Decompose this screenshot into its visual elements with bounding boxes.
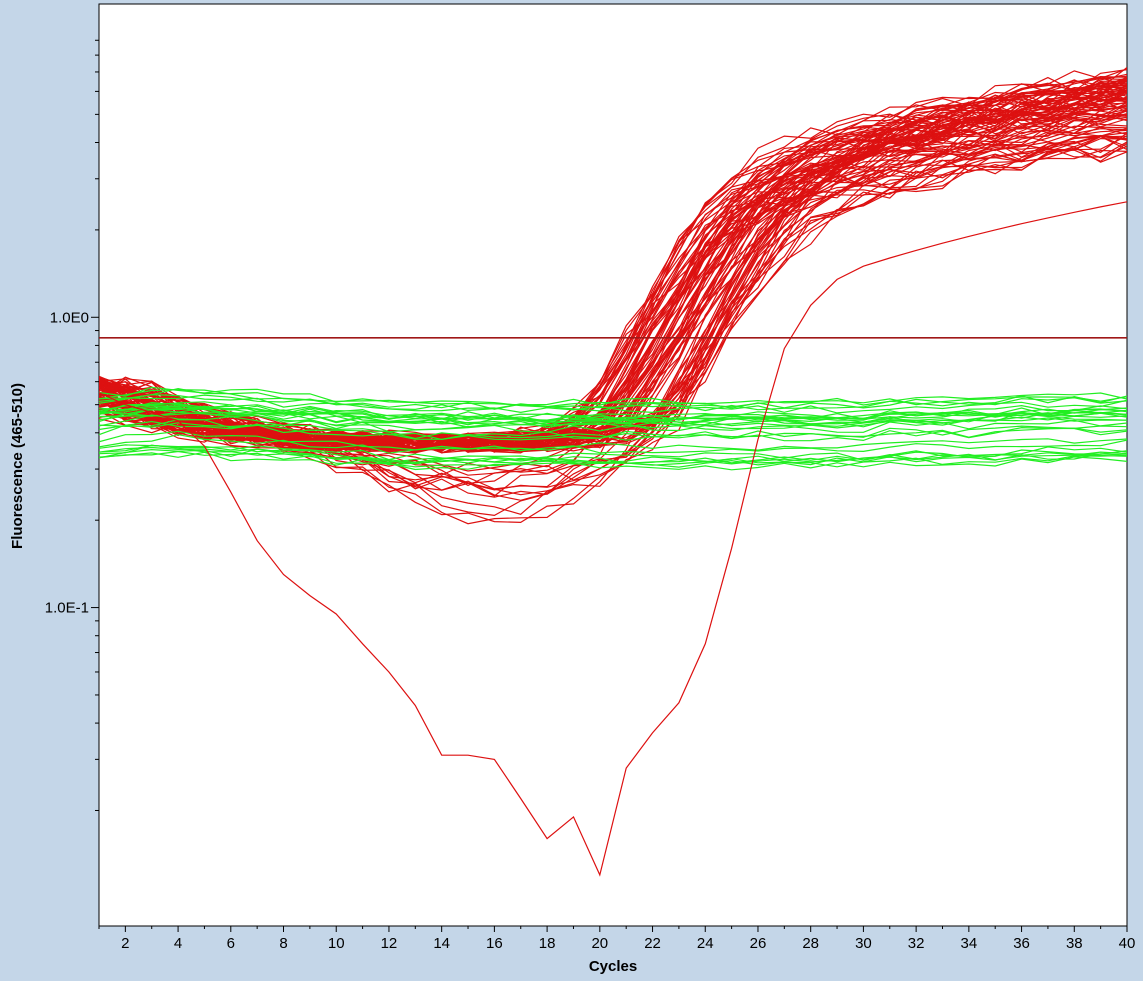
x-tick-label: 28 xyxy=(802,935,819,952)
x-tick-label: 40 xyxy=(1119,935,1136,952)
x-tick-label: 20 xyxy=(591,935,608,952)
negative-curve xyxy=(99,420,1127,441)
x-tick-label: 26 xyxy=(750,935,767,952)
x-axis-title: Cycles xyxy=(589,958,637,975)
negative-curve xyxy=(99,393,1127,414)
x-tick-label: 34 xyxy=(961,935,978,952)
negative-curve xyxy=(99,422,1127,442)
negative-curve xyxy=(99,389,1127,410)
x-tick-label: 32 xyxy=(908,935,925,952)
negative-curve xyxy=(99,433,1127,454)
negative-curve xyxy=(99,394,1127,412)
x-tick-label: 38 xyxy=(1066,935,1083,952)
amplified-curve xyxy=(99,96,1127,490)
amplified-curve xyxy=(99,101,1127,472)
late-dip-curve xyxy=(99,201,1127,877)
x-tick-label: 12 xyxy=(381,935,398,952)
amplified-curve xyxy=(99,109,1127,453)
negative-curve xyxy=(99,414,1127,433)
x-tick-label: 4 xyxy=(174,935,182,952)
negative-curve xyxy=(99,407,1127,427)
amplified-curve xyxy=(99,97,1127,450)
x-tick-label: 36 xyxy=(1013,935,1030,952)
amplified-curve xyxy=(99,78,1127,451)
negative-curve xyxy=(99,405,1127,424)
negative-curve xyxy=(99,451,1127,471)
amplified-curve xyxy=(99,142,1127,452)
x-tick-label: 22 xyxy=(644,935,661,952)
negative-curve xyxy=(99,448,1127,466)
x-tick-label: 16 xyxy=(486,935,503,952)
x-tick-label: 14 xyxy=(433,935,450,952)
negative-curve xyxy=(99,404,1127,423)
x-tick-label: 30 xyxy=(855,935,872,952)
y-axis-title: Fluorescence (465-510) xyxy=(9,383,26,549)
negative-curve xyxy=(99,386,1127,406)
amplified-curve xyxy=(99,79,1127,448)
x-tick-label: 24 xyxy=(697,935,714,952)
x-tick-label: 2 xyxy=(121,935,129,952)
negative-curve xyxy=(99,419,1127,440)
x-tick-label: 18 xyxy=(539,935,556,952)
negative-curve xyxy=(99,450,1127,468)
x-tick-label: 8 xyxy=(279,935,287,952)
x-tick-label: 10 xyxy=(328,935,345,952)
negative-curve xyxy=(99,411,1127,429)
y-tick-label: 1.0E0 xyxy=(50,309,89,326)
x-tick-label: 6 xyxy=(227,935,235,952)
negative-curve xyxy=(99,430,1127,451)
y-tick-label: 1.0E-1 xyxy=(45,600,89,617)
negative-curve xyxy=(99,444,1127,461)
negative-curve xyxy=(99,401,1127,422)
